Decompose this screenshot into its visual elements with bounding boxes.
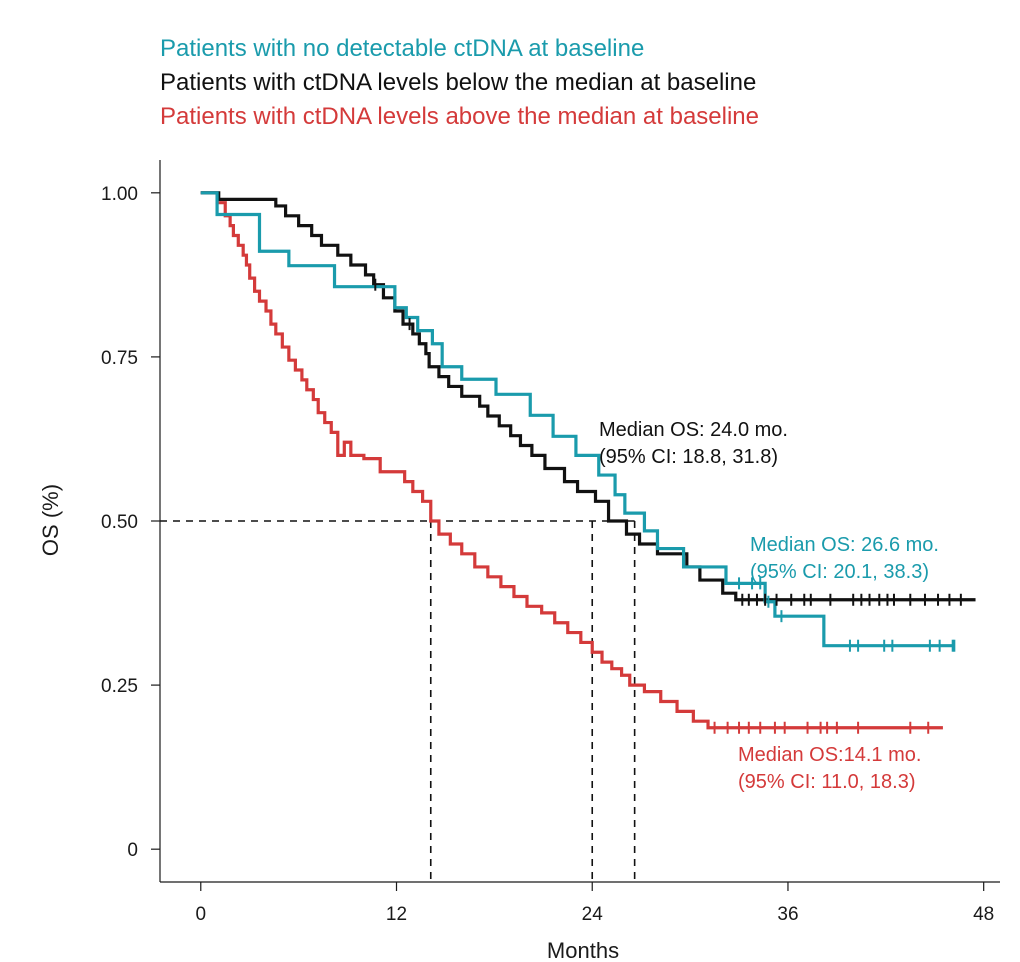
- annotation-black-line1: Median OS: 24.0 mo.: [599, 419, 788, 441]
- y-axis-title: OS (%): [38, 484, 63, 556]
- axes: [151, 160, 1000, 891]
- survival-curves: [200, 191, 976, 730]
- legend: Patients with no detectable ctDNA at bas…: [160, 32, 759, 134]
- annotation-teal-line2: (95% CI: 20.1, 38.3): [750, 561, 929, 583]
- annotation-red-line1: Median OS:14.1 mo.: [738, 744, 921, 766]
- y-tick-label: 0.25: [101, 676, 138, 697]
- x-axis-title: Months: [547, 938, 619, 962]
- x-tick-label: 36: [777, 904, 798, 925]
- x-tick-label: 48: [973, 904, 994, 925]
- annotation-black-line2: (95% CI: 18.8, 31.8): [599, 446, 778, 468]
- y-tick-label: 0.50: [101, 512, 138, 533]
- x-tick-label: 12: [386, 904, 407, 925]
- x-tick-label: 0: [195, 904, 206, 925]
- legend-item-below-median: Patients with ctDNA levels below the med…: [160, 69, 757, 96]
- censor-marks: [374, 278, 962, 734]
- y-tick-label: 0.75: [101, 348, 138, 369]
- legend-item-no-ctdna: Patients with no detectable ctDNA at bas…: [160, 35, 645, 62]
- axis-labels: 0 0.25 0.50 0.75 1.00 0 12 24 36 48: [101, 184, 994, 925]
- annotation-teal-line1: Median OS: 26.6 mo.: [750, 534, 939, 556]
- survival-curve-below-median: [200, 191, 976, 602]
- y-tick-label: 0: [127, 840, 138, 861]
- reference-lines: [160, 520, 636, 882]
- annotation-red-line2: (95% CI: 11.0, 18.3): [738, 771, 916, 793]
- y-tick-label: 1.00: [101, 184, 138, 205]
- survival-curve-above-median: [200, 191, 943, 730]
- legend-item-above-median: Patients with ctDNA levels above the med…: [160, 103, 760, 130]
- x-tick-label: 24: [582, 904, 604, 925]
- survival-curve-no-ctdna: [200, 191, 955, 648]
